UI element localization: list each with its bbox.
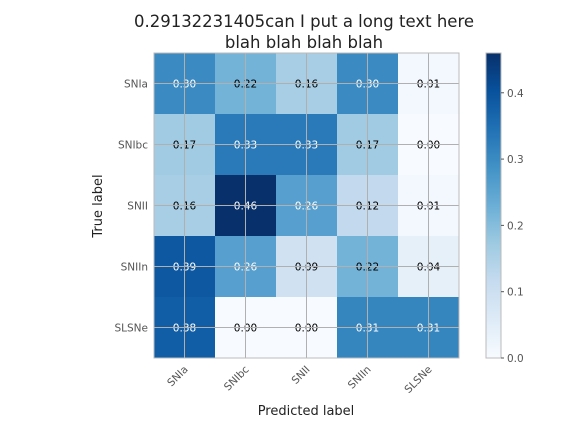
chart-title-line-2: blah blah blah blah xyxy=(225,33,383,52)
colorbar-tick-label: 0.3 xyxy=(507,154,524,166)
y-tick-label: SNIa xyxy=(124,79,148,91)
chart-title-line-1: 0.29132231405can I put a long text here xyxy=(134,12,474,31)
colorbar-tick-label: 0.0 xyxy=(507,353,524,365)
x-tick-label: SNII xyxy=(289,364,312,387)
x-tick-labels: SNIa SNIbc SNII SNIIn SLSNe xyxy=(165,363,435,395)
plot-frame xyxy=(153,52,460,359)
heatmap-gridlines xyxy=(154,53,459,358)
y-tick-label: SNIbc xyxy=(118,140,148,152)
y-axis-label: True label xyxy=(91,174,106,238)
x-axis-label: Predicted label xyxy=(258,404,355,419)
colorbar xyxy=(485,52,502,359)
x-tick-label: SLSNe xyxy=(402,364,434,396)
x-tick-label: SNIIn xyxy=(346,364,374,392)
colorbar-tick-label: 0.4 xyxy=(507,88,524,100)
colorbar-tick-labels: 0.0 0.1 0.2 0.3 0.4 xyxy=(501,88,524,365)
y-tick-label: SLSNe xyxy=(115,323,149,335)
x-tick-label: SNIbc xyxy=(222,363,252,393)
colorbar-tick-label: 0.2 xyxy=(507,220,524,232)
x-tick-label: SNIa xyxy=(165,364,191,390)
y-tick-label: SNIIn xyxy=(121,262,148,274)
y-tick-label: SNII xyxy=(127,201,148,213)
colorbar-tick-label: 0.1 xyxy=(507,287,524,299)
y-tick-labels: SNIa SNIbc SNII SNIIn SLSNe xyxy=(115,79,149,335)
